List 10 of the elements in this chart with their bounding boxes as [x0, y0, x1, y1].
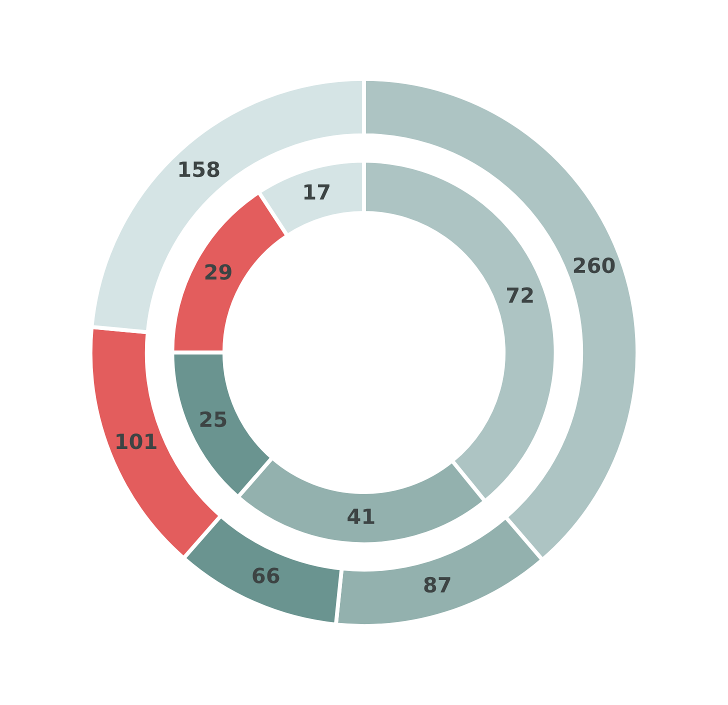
data-label: 101 — [116, 433, 156, 450]
data-label: 25 — [200, 411, 226, 428]
data-label: 158 — [179, 161, 220, 178]
data-label: 29 — [205, 264, 232, 280]
data-label: 72 — [507, 287, 533, 303]
data-label: 17 — [304, 184, 330, 200]
data-label: 87 — [424, 576, 450, 593]
data-label: 66 — [252, 568, 280, 584]
data-label: 41 — [348, 508, 374, 524]
data-label: 260 — [574, 257, 615, 274]
